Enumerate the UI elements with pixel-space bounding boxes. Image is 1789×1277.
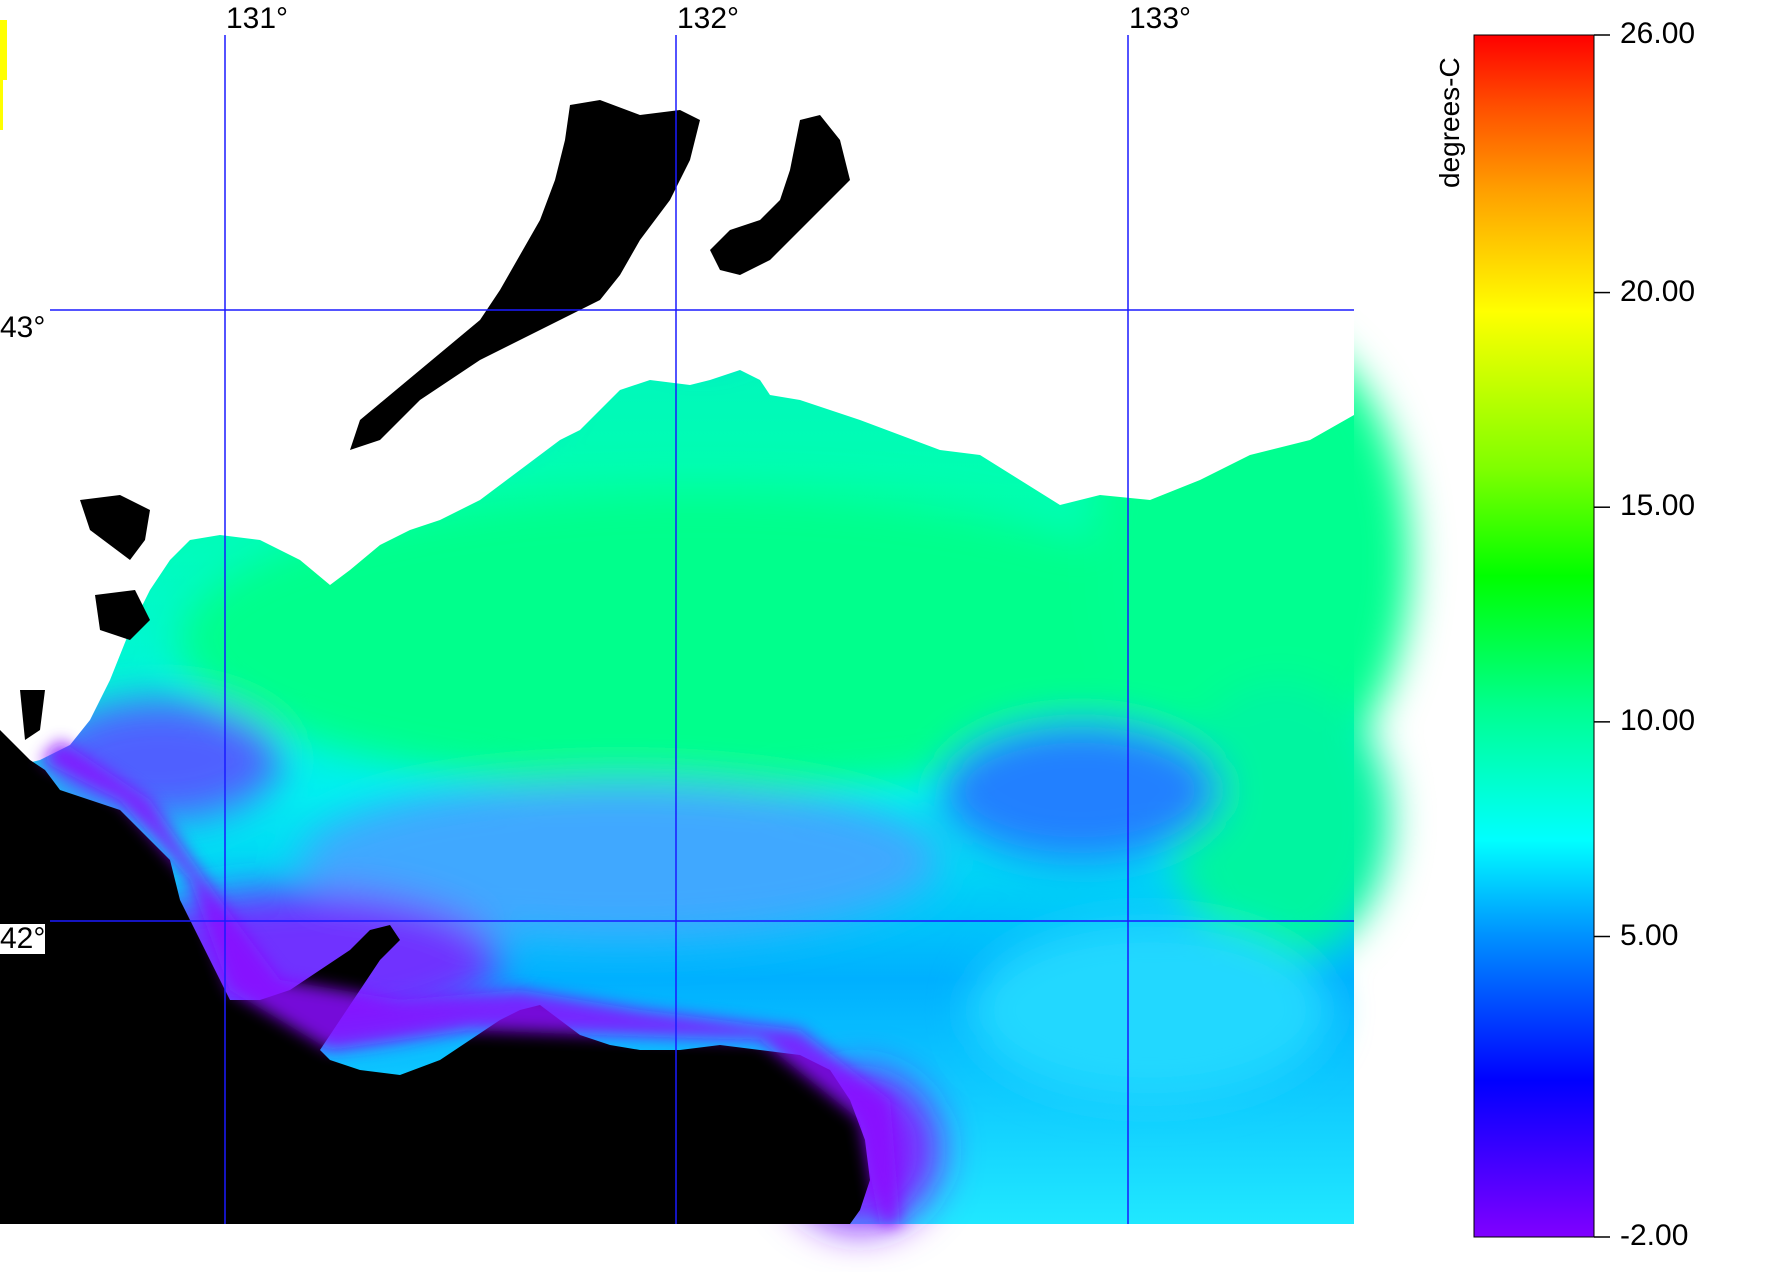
lon-label-133: 133° bbox=[1129, 2, 1192, 35]
colorbar-tick-label: -2.00 bbox=[1620, 1219, 1689, 1252]
colorbar-tick-label: 20.00 bbox=[1620, 274, 1696, 308]
land-south bbox=[0, 730, 870, 1224]
no-data-region bbox=[0, 0, 1354, 770]
edge-artifact-2 bbox=[0, 80, 3, 130]
colorbar-tick-label: 15.00 bbox=[1620, 489, 1696, 523]
graticule bbox=[50, 35, 1354, 1224]
colorbar-tick-label: 26.00 bbox=[1620, 17, 1696, 50]
lon-label-131: 131° bbox=[226, 2, 289, 35]
cold-fringe bbox=[40, 740, 900, 1224]
colorbar bbox=[1473, 34, 1610, 1238]
lat-label-43: 43° bbox=[0, 311, 46, 344]
colorbar-unit-label: degrees-C bbox=[1434, 57, 1465, 188]
colorbar-gradient bbox=[1473, 34, 1595, 1238]
colorbar-ticks bbox=[1594, 34, 1610, 1238]
lat-label-42: 42° bbox=[0, 922, 46, 955]
colorbar-tick-label: 10.00 bbox=[1620, 703, 1696, 737]
colorbar-tick-label: 5.00 bbox=[1620, 918, 1679, 952]
edge-artifact bbox=[0, 20, 7, 80]
lon-label-132: 132° bbox=[677, 2, 740, 35]
land-north bbox=[20, 100, 850, 740]
